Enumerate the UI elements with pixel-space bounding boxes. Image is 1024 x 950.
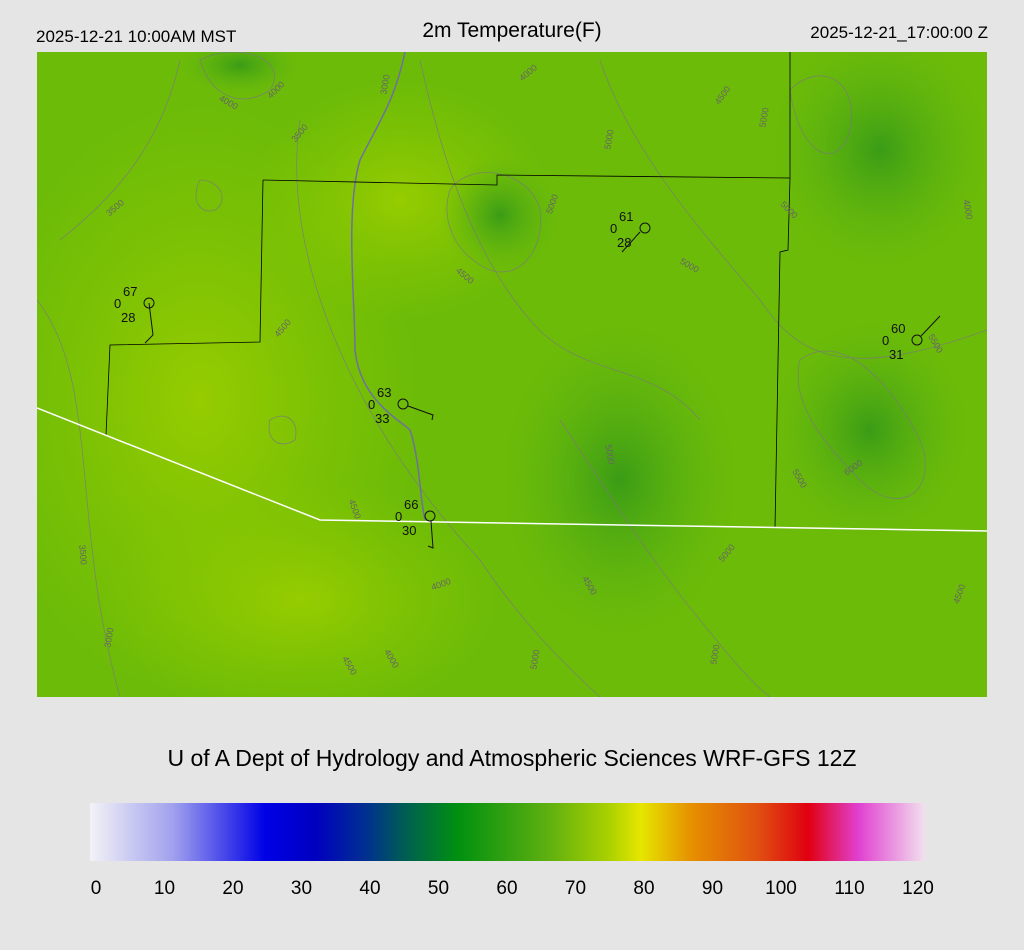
station-temp: 63 — [377, 385, 391, 400]
colorbar-tick: 60 — [496, 878, 517, 899]
colorbar-tick: 90 — [702, 878, 723, 899]
station-dew: 28 — [617, 235, 631, 250]
colorbar-tick: 70 — [565, 878, 586, 899]
station-circle — [639, 222, 651, 234]
station-circle — [424, 510, 436, 522]
wind-barb — [621, 231, 641, 253]
station-circle — [397, 398, 409, 410]
colorbar — [90, 803, 925, 861]
credit: U of A Dept of Hydrology and Atmospheric… — [167, 745, 856, 771]
station-circle — [143, 297, 155, 309]
colorbar-tick: 30 — [291, 878, 312, 899]
colorbar-tick: 0 — [91, 878, 102, 899]
contour-label: 3000 — [102, 627, 115, 648]
station-wind: 0 — [368, 397, 375, 412]
shade — [440, 155, 560, 275]
colorbar-tick: 80 — [633, 878, 654, 899]
station-temp: 66 — [404, 497, 418, 512]
colorbar-tick: 10 — [154, 878, 175, 899]
shade — [770, 320, 970, 540]
colorbar-tick: 100 — [765, 878, 797, 899]
contour-label: 5000 — [602, 129, 615, 150]
station-dew: 30 — [402, 523, 416, 538]
wind-barb — [427, 520, 434, 549]
river — [350, 52, 426, 521]
station-dew: 28 — [121, 310, 135, 325]
shade — [180, 52, 300, 95]
wind-barb — [144, 302, 154, 344]
contour-label: 5000 — [603, 444, 616, 465]
station-wind: 0 — [114, 296, 121, 311]
wind-barb — [920, 315, 941, 337]
station-wind: 0 — [395, 509, 402, 524]
valid-utc: 2025-12-21_17:00:00 Z — [810, 23, 988, 42]
colorbar-tick: 40 — [359, 878, 380, 899]
wind-barb — [407, 405, 434, 421]
colorbar-tick: 20 — [222, 878, 243, 899]
colorbar-tick: 50 — [428, 878, 449, 899]
station-circle — [911, 334, 923, 346]
colorbar-tick: 120 — [902, 878, 934, 899]
station-dew: 33 — [375, 411, 389, 426]
shade — [770, 52, 987, 270]
shade — [100, 480, 500, 697]
contour-label: 4000 — [961, 199, 974, 220]
contour-label: 5000 — [757, 107, 770, 128]
contour-label: 3000 — [378, 74, 391, 95]
boundaries — [105, 52, 791, 529]
station-temp: 67 — [123, 284, 137, 299]
shade — [500, 320, 740, 640]
station-wind: 0 — [882, 333, 889, 348]
station-dew: 31 — [889, 347, 903, 362]
valid-local: 2025-12-21 10:00AM MST — [36, 27, 236, 46]
station-temp: 60 — [891, 321, 905, 336]
contour-label: 5000 — [708, 644, 721, 665]
contours — [37, 52, 987, 697]
title: 2m Temperature(F) — [422, 19, 601, 42]
colorbar-ticks: 0 10 20 30 40 50 60 70 80 90 100 110 120 — [91, 878, 934, 899]
station-wind: 0 — [610, 221, 617, 236]
state-border — [37, 407, 987, 532]
station-temp: 61 — [619, 209, 633, 224]
colorbar-tick: 110 — [834, 878, 864, 899]
contour-label: 3500 — [77, 544, 89, 565]
contour-label: 5000 — [528, 649, 541, 670]
